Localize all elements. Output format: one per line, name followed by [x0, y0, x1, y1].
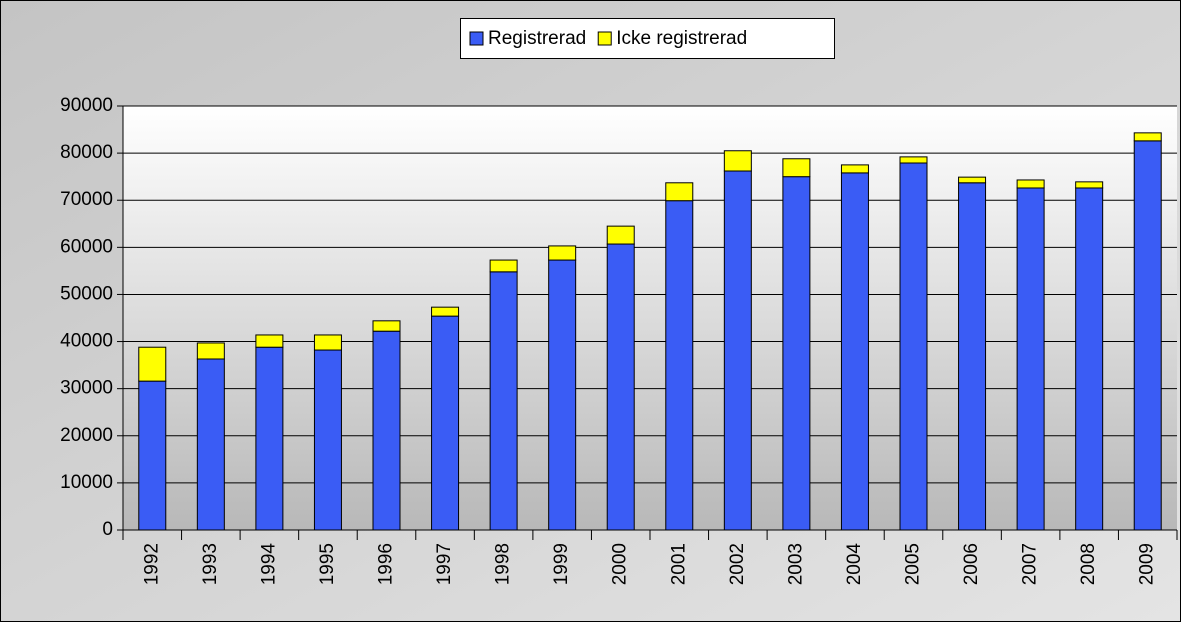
bar-segment — [313, 349, 342, 531]
bar-segment — [899, 156, 928, 164]
y-tick-label: 50000 — [60, 283, 113, 304]
x-tick-label: 2001 — [668, 543, 689, 585]
y-tick-label: 10000 — [60, 472, 113, 493]
y-tick-label: 30000 — [60, 378, 113, 399]
bar-segment — [606, 225, 635, 245]
legend-label: Registrerad — [488, 28, 586, 49]
x-tick-label: 2005 — [903, 543, 924, 585]
y-tick-label: 20000 — [60, 425, 113, 446]
bar-segment — [489, 271, 518, 531]
x-tick-label: 2003 — [785, 543, 806, 585]
bar-segment — [723, 150, 752, 172]
bar-segment — [548, 245, 577, 261]
bar-segment — [372, 330, 401, 531]
bar-segment — [255, 346, 284, 531]
bar-segment — [138, 380, 167, 531]
x-tick-label: 1997 — [434, 543, 455, 585]
bar-segment — [1016, 179, 1045, 189]
bar-segment — [840, 172, 869, 531]
bar-segment — [431, 306, 460, 317]
bar-segment — [723, 170, 752, 531]
bar-segment — [372, 320, 401, 332]
y-tick-label: 60000 — [60, 236, 113, 257]
bar-segment — [782, 176, 811, 531]
bar-segment — [1075, 187, 1104, 531]
x-tick-label: 2008 — [1078, 543, 1099, 585]
y-tick-label: 80000 — [60, 142, 113, 163]
bar-segment — [1016, 187, 1045, 531]
bar-segment — [958, 176, 987, 184]
bar-segment — [431, 315, 460, 531]
y-tick-label: 90000 — [60, 95, 113, 116]
x-tick-label: 1993 — [200, 543, 221, 585]
bar-segment — [196, 358, 225, 531]
x-tick-label: 1992 — [141, 543, 162, 585]
bar-segment — [606, 243, 635, 531]
legend: Registrerad Icke registrerad — [460, 18, 835, 59]
x-tick-label: 1995 — [317, 543, 338, 585]
bar-segment — [665, 200, 694, 531]
bar-segment — [958, 182, 987, 531]
y-tick-label: 40000 — [60, 331, 113, 352]
bar-segment — [313, 334, 342, 351]
x-tick-label: 2006 — [961, 543, 982, 585]
x-tick-label: 2004 — [844, 543, 865, 586]
bar-segment — [255, 334, 284, 348]
legend-swatch — [469, 31, 484, 46]
x-tick-label: 2000 — [610, 543, 631, 585]
bar-segment — [1133, 132, 1162, 142]
legend-label: Icke registrerad — [616, 28, 747, 49]
x-tick-label: 2002 — [727, 543, 748, 585]
x-tick-label: 1998 — [493, 543, 514, 585]
bar-segment — [1075, 181, 1104, 189]
bar-segment — [138, 346, 167, 382]
y-tick-label: 70000 — [60, 189, 113, 210]
x-tick-label: 1999 — [551, 543, 572, 585]
legend-box — [460, 18, 835, 59]
bar-segment — [548, 259, 577, 531]
plot-area — [123, 106, 1177, 530]
bar-segment — [899, 162, 928, 531]
bar-segment — [840, 164, 869, 174]
bar-segment — [782, 158, 811, 178]
legend-swatch — [597, 31, 612, 46]
bar-segment — [489, 259, 518, 273]
bar-segment — [196, 342, 225, 360]
y-tick-label: 0 — [102, 519, 113, 540]
x-tick-label: 1996 — [376, 543, 397, 585]
x-tick-label: 2007 — [1020, 543, 1041, 585]
bar-segment — [1133, 140, 1162, 531]
x-tick-label: 2009 — [1137, 543, 1158, 585]
x-tick-label: 1994 — [258, 543, 279, 586]
bar-segment — [665, 182, 694, 202]
